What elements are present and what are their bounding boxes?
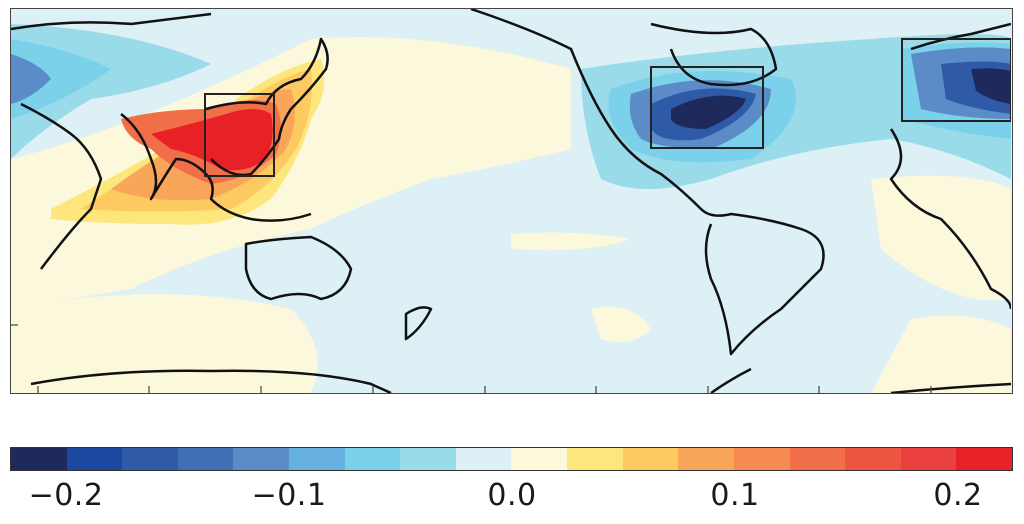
weak-positive-field [11,37,1011,393]
colorbar-bin [845,448,901,470]
colorbar-bin [177,448,234,470]
colorbar-tick-label: −0.2 [28,478,104,513]
colorbar-tick-label: 0.1 [710,478,760,513]
colorbar-bin [122,448,178,470]
colorbar-tick-label: −0.1 [251,478,327,513]
strong-negative-field [671,68,1011,129]
box-east-asia [204,93,275,177]
region-boxes [204,38,1011,177]
colorbar-bin [567,448,623,470]
world-map-plot [10,8,1013,394]
colorbar [10,447,1013,471]
colorbar-tick-label: 0.2 [933,478,983,513]
colorbar-bin [956,448,1012,470]
colorbar-tick-label: 0.0 [487,478,537,513]
colorbar-bin [11,448,67,470]
box-eastern-us [650,66,764,149]
colorbar-bin [511,448,568,470]
colorbar-bin [455,448,512,470]
strong-positive-field [151,109,273,171]
box-europe [901,38,1011,122]
colorbar-bin [733,448,790,470]
colorbar-bin [344,448,401,470]
colorbar-bin [678,448,734,470]
colorbar-bin [66,448,123,470]
colorbar-bin [289,448,345,470]
colorbar-bin [233,448,290,470]
colorbar-bin [400,448,456,470]
map-field [11,9,1011,393]
axis-ticks [11,324,932,393]
colorbar-bin [789,448,846,470]
colorbar-bin [622,448,679,470]
colorbar-bin [900,448,957,470]
coastlines [11,9,1011,393]
